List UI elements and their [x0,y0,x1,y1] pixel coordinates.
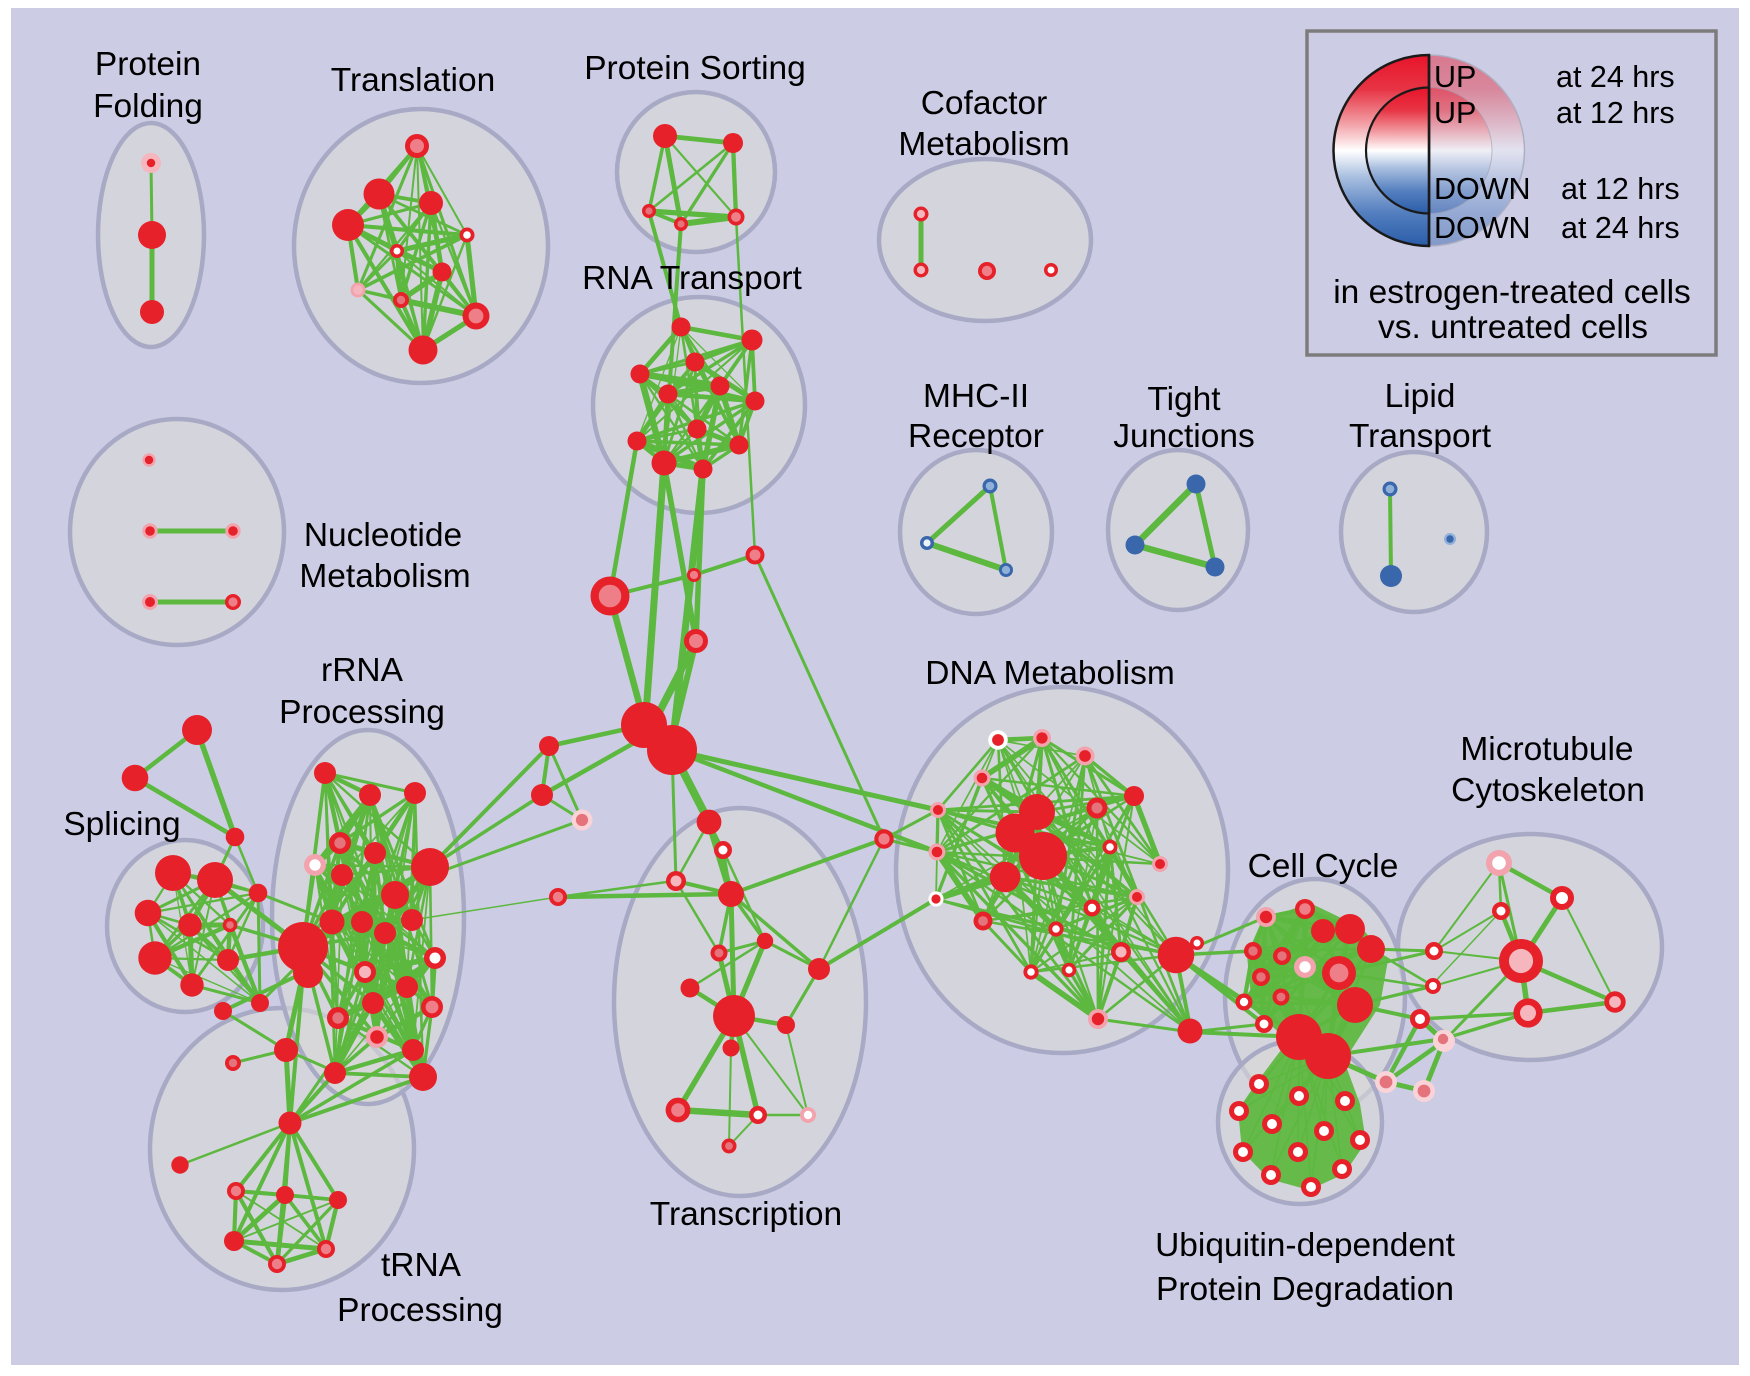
svg-text:Metabolism: Metabolism [898,126,1069,163]
svg-text:Cofactor: Cofactor [921,85,1048,122]
svg-text:UP: UP [1434,96,1476,130]
svg-text:Ubiquitin-dependent: Ubiquitin-dependent [1155,1227,1456,1264]
svg-text:Transport: Transport [1349,418,1492,455]
svg-text:Nucleotide: Nucleotide [304,517,462,554]
svg-text:UP: UP [1434,60,1476,94]
svg-text:Lipid: Lipid [1385,378,1456,415]
svg-text:Microtubule: Microtubule [1460,731,1633,768]
svg-text:at 12 hrs: at 12 hrs [1556,96,1675,130]
svg-text:at 24 hrs: at 24 hrs [1556,60,1675,94]
svg-text:in estrogen-treated cells: in estrogen-treated cells [1333,274,1691,311]
svg-text:Junctions: Junctions [1113,418,1255,455]
svg-text:DOWN: DOWN [1434,172,1531,206]
svg-text:Tight: Tight [1147,381,1221,418]
svg-text:Cytoskeleton: Cytoskeleton [1451,772,1645,809]
svg-text:Translation: Translation [331,62,495,99]
svg-text:Cell Cycle: Cell Cycle [1248,848,1399,885]
svg-text:Transcription: Transcription [650,1196,842,1233]
svg-text:Protein Degradation: Protein Degradation [1156,1271,1454,1308]
svg-text:Receptor: Receptor [908,418,1044,455]
svg-text:rRNA: rRNA [321,652,404,689]
svg-text:at 12 hrs: at 12 hrs [1561,172,1680,206]
svg-text:at 24 hrs: at 24 hrs [1561,211,1680,245]
svg-text:Splicing: Splicing [63,806,180,843]
svg-text:vs. untreated cells: vs. untreated cells [1378,309,1648,346]
svg-text:DOWN: DOWN [1434,211,1531,245]
svg-text:Processing: Processing [337,1292,503,1329]
svg-text:Folding: Folding [93,88,203,125]
svg-text:tRNA: tRNA [381,1247,462,1284]
svg-text:MHC-II: MHC-II [923,378,1029,415]
svg-text:RNA Transport: RNA Transport [582,260,802,297]
svg-text:Protein Sorting: Protein Sorting [584,50,806,87]
svg-text:Metabolism: Metabolism [299,558,470,595]
svg-text:Protein: Protein [95,46,201,83]
svg-text:DNA Metabolism: DNA Metabolism [925,655,1174,692]
svg-text:Processing: Processing [279,694,445,731]
